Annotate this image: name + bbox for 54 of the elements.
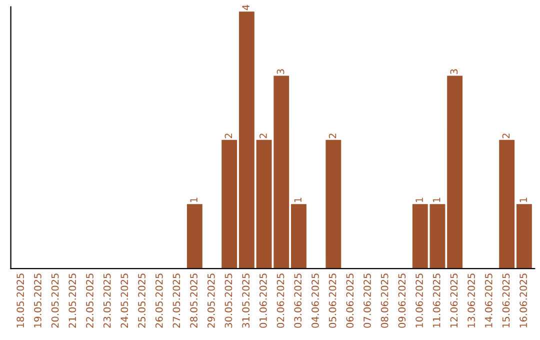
x-tick-label: 04.06.2025	[312, 274, 319, 328]
x-tick-label: 30.05.2025	[224, 274, 232, 328]
bar	[274, 76, 290, 269]
x-tick-label: 13.06.2025	[468, 274, 475, 328]
bar	[238, 12, 254, 269]
data-label: 1	[433, 198, 440, 202]
data-label: 3	[450, 69, 458, 74]
x-tick-label: 11.06.2025	[432, 274, 440, 328]
x-tick-label: 06.06.2025	[346, 274, 354, 328]
data-label: 1	[190, 198, 198, 202]
data-label: 2	[259, 134, 267, 138]
bar	[412, 204, 428, 269]
x-tick-label: 03.06.2025	[294, 274, 302, 328]
data-label: 2	[224, 134, 232, 138]
bar	[516, 204, 532, 269]
bar	[256, 140, 272, 269]
x-tick-label: 15.06.2025	[502, 274, 510, 328]
x-tick-label: 20.05.2025	[51, 274, 59, 328]
data-label: 1	[294, 198, 302, 202]
x-tick-label: 09.06.2025	[398, 274, 406, 328]
bar	[222, 140, 238, 269]
x-tick-label: 28.05.2025	[190, 274, 198, 328]
x-tick-label: 22.05.2025	[86, 274, 94, 328]
bar	[326, 140, 342, 269]
x-tick-label: 29.05.2025	[207, 274, 215, 328]
x-tick-label: 18.05.2025	[16, 274, 24, 328]
data-label: 1	[520, 198, 527, 202]
x-tick-label: 31.05.2025	[242, 274, 250, 328]
x-tick-label: 05.06.2025	[328, 274, 336, 328]
x-tick-label: 10.06.2025	[416, 274, 423, 328]
data-label: 2	[502, 134, 510, 138]
data-label: 4	[242, 4, 250, 10]
x-tick-label: 21.05.2025	[68, 274, 76, 328]
x-tick-label: 19.05.2025	[34, 274, 42, 328]
data-label: 2	[328, 134, 336, 138]
x-tick-label: 01.06.2025	[259, 274, 267, 328]
data-label: 3	[276, 69, 284, 74]
x-tick-label: 12.06.2025	[450, 274, 458, 328]
x-tick-label: 14.06.2025	[484, 274, 492, 328]
bar	[290, 204, 306, 269]
bar	[499, 140, 515, 269]
x-tick-label: 07.06.2025	[364, 274, 371, 328]
x-tick-label: 23.05.2025	[103, 274, 111, 328]
x-tick-label: 02.06.2025	[276, 274, 284, 328]
bar	[447, 76, 463, 269]
x-tick-label: 08.06.2025	[380, 274, 388, 328]
x-tick-label: 25.05.2025	[138, 274, 146, 328]
data-label: 1	[416, 198, 423, 202]
x-tick-label: 24.05.2025	[120, 274, 128, 328]
x-tick-label: 26.05.2025	[155, 274, 163, 328]
x-tick-label: 16.06.2025	[520, 274, 528, 328]
bar	[186, 204, 202, 269]
x-tick-label: 27.05.2025	[172, 274, 180, 328]
bar	[430, 204, 446, 269]
